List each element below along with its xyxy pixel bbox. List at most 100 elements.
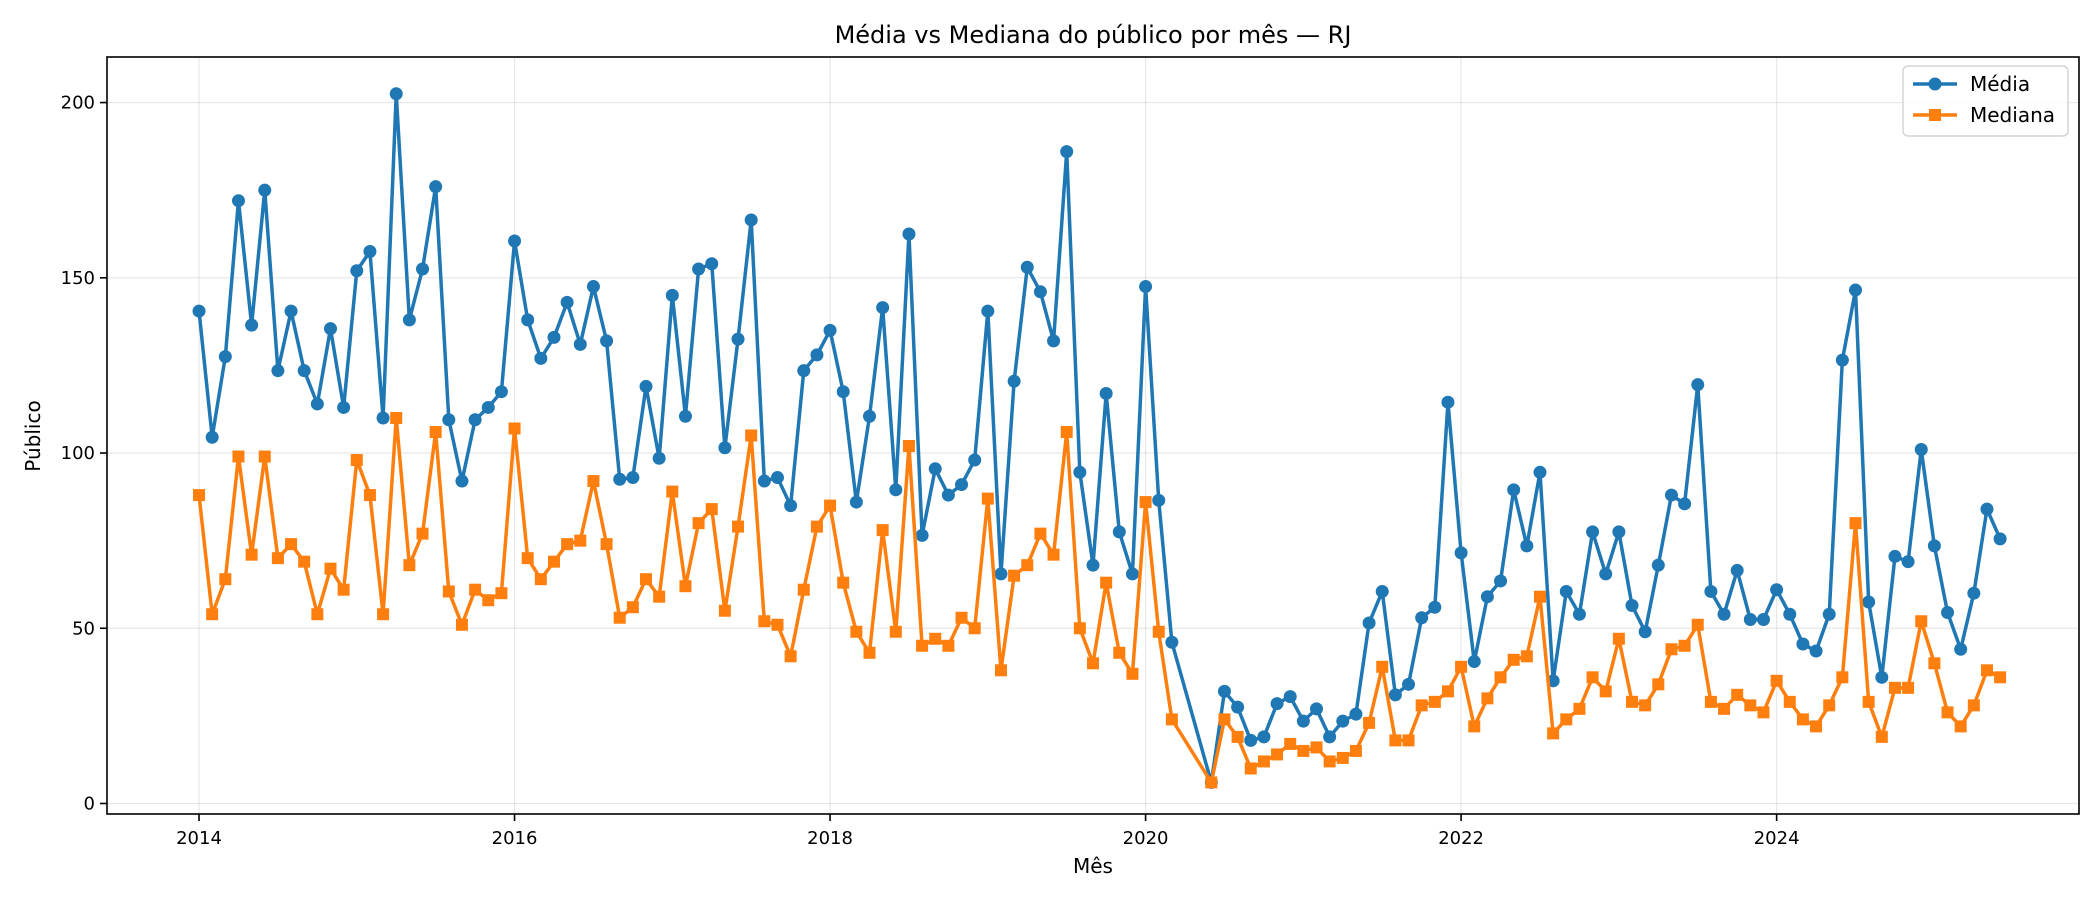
data-point <box>1296 714 1310 728</box>
data-point <box>1428 600 1442 614</box>
data-point <box>876 301 890 315</box>
x-tick-label: 2020 <box>1123 828 1169 849</box>
data-point <box>1402 677 1416 691</box>
data-point <box>193 489 206 502</box>
data-point <box>1362 616 1376 630</box>
data-point <box>1455 660 1468 673</box>
data-point <box>337 400 351 414</box>
data-point <box>1915 615 1928 628</box>
data-point <box>1008 569 1021 582</box>
data-point <box>731 332 745 346</box>
data-point <box>1468 720 1481 733</box>
data-point <box>390 411 403 424</box>
data-point <box>863 646 876 659</box>
data-point <box>1599 685 1612 698</box>
data-point <box>1126 667 1139 680</box>
data-point <box>245 548 258 561</box>
data-point <box>1021 559 1034 572</box>
data-point <box>245 318 259 332</box>
data-point <box>232 450 245 463</box>
data-point <box>1257 730 1271 744</box>
data-point <box>192 304 206 318</box>
data-point <box>206 608 219 621</box>
x-tick-label: 2024 <box>1754 828 1800 849</box>
data-point <box>1993 532 2007 546</box>
data-point <box>679 580 692 593</box>
data-point <box>705 503 718 516</box>
data-point <box>323 322 337 336</box>
data-point <box>981 492 994 505</box>
y-tick-label: 150 <box>61 268 95 289</box>
data-point <box>1349 744 1362 757</box>
data-point <box>311 608 324 621</box>
data-point <box>508 234 522 248</box>
data-point <box>994 567 1008 581</box>
data-point <box>1165 713 1178 726</box>
data-point <box>732 520 745 533</box>
data-point <box>1691 378 1705 392</box>
data-point <box>1625 598 1639 612</box>
data-point <box>1849 283 1863 297</box>
data-point <box>1073 622 1086 635</box>
data-point <box>1060 145 1074 159</box>
data-point <box>298 555 311 568</box>
data-point <box>1757 706 1770 719</box>
data-point <box>482 594 495 607</box>
x-axis-label: Mês <box>1073 854 1113 878</box>
data-point <box>534 351 548 365</box>
x-axis: 2014 2016 2018 2020 2022 2024 <box>176 814 1800 849</box>
data-point <box>1902 681 1915 694</box>
data-point <box>823 323 837 337</box>
data-point <box>1717 607 1731 621</box>
data-point <box>1165 635 1179 649</box>
data-point <box>1744 699 1757 712</box>
data-point <box>758 615 771 628</box>
data-point <box>1283 690 1297 704</box>
data-point <box>521 313 535 327</box>
data-point <box>1218 713 1231 726</box>
data-point <box>1087 657 1099 670</box>
data-point <box>442 585 455 598</box>
data-point <box>1033 285 1047 299</box>
data-point <box>692 262 706 276</box>
data-point <box>1783 607 1797 621</box>
data-point <box>495 587 508 600</box>
data-point <box>1428 695 1441 708</box>
data-point <box>468 413 482 427</box>
data-point <box>1323 755 1336 768</box>
data-point <box>1297 744 1310 757</box>
data-point <box>1901 555 1915 569</box>
data-point <box>1415 611 1429 625</box>
data-point <box>271 552 284 565</box>
data-point <box>613 611 626 624</box>
data-point <box>718 441 732 455</box>
data-point <box>1020 260 1034 274</box>
data-point <box>1560 713 1573 726</box>
data-point <box>1875 670 1889 684</box>
data-point <box>1612 632 1625 645</box>
data-point <box>1626 695 1639 708</box>
data-point <box>1967 586 1981 600</box>
data-point <box>377 608 390 621</box>
data-point <box>889 625 902 638</box>
data-point <box>1718 702 1731 715</box>
data-point <box>547 555 560 568</box>
y-tick-label: 200 <box>61 93 95 114</box>
data-point <box>455 474 469 488</box>
x-tick-label: 2018 <box>807 828 853 849</box>
data-point <box>1323 730 1337 744</box>
data-point <box>678 409 692 423</box>
data-point <box>955 478 969 492</box>
data-point <box>744 213 758 227</box>
data-point <box>350 454 363 467</box>
data-point <box>561 538 574 551</box>
data-point <box>1139 280 1153 294</box>
data-point <box>574 534 587 547</box>
y-axis-label: Público <box>21 400 45 471</box>
data-point <box>508 422 521 435</box>
data-point <box>1441 395 1455 409</box>
data-point <box>626 601 639 614</box>
data-point <box>797 583 810 596</box>
data-point <box>1954 720 1967 733</box>
